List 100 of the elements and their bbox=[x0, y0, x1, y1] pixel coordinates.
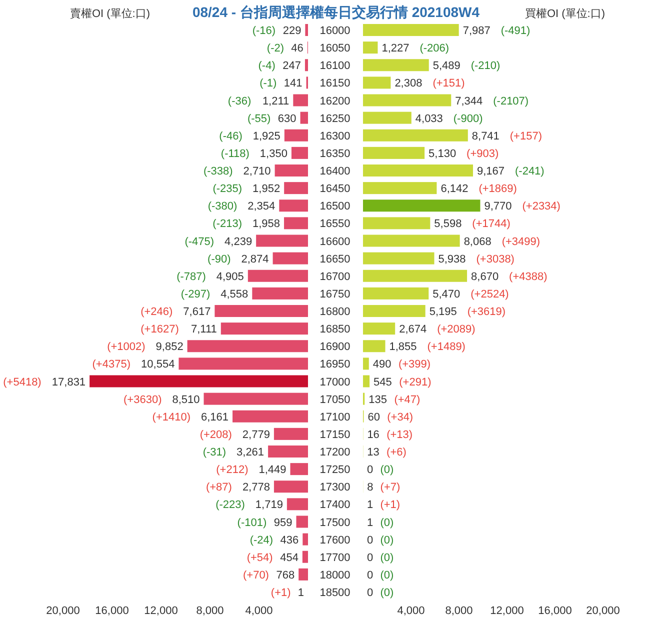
bar bbox=[284, 129, 308, 142]
bar bbox=[252, 287, 308, 300]
data-label: 8 bbox=[367, 482, 374, 494]
x-tick-label: 4,000 bbox=[397, 605, 425, 617]
annotation: (+157) bbox=[510, 130, 542, 142]
x-tick-label: 20,000 bbox=[46, 605, 80, 617]
bar bbox=[363, 182, 437, 194]
data-label: 0 bbox=[367, 569, 374, 582]
data-label: 4,558 bbox=[220, 288, 248, 300]
x-tick-label: 16,000 bbox=[538, 605, 572, 617]
annotation: (+903) bbox=[466, 148, 499, 160]
bar bbox=[363, 164, 474, 176]
bar bbox=[363, 358, 369, 370]
y-tick-label: 16400 bbox=[320, 166, 350, 178]
y-tick-label: 17000 bbox=[320, 376, 350, 388]
data-label: 46 bbox=[291, 42, 304, 55]
bar bbox=[363, 340, 386, 352]
data-label: 3,261 bbox=[236, 446, 264, 458]
data-label: 630 bbox=[278, 112, 296, 125]
y-tick-label: 16750 bbox=[320, 288, 350, 300]
annotation: (-213) bbox=[212, 218, 242, 230]
bar bbox=[284, 217, 308, 230]
chart-subtitle: 賣權OI (單位:口) bbox=[70, 7, 150, 20]
y-tick-label: 16550 bbox=[320, 218, 350, 230]
annotation: (+6) bbox=[386, 446, 406, 458]
data-label: 1,952 bbox=[252, 183, 280, 196]
annotation: (+1410) bbox=[152, 411, 191, 424]
annotation: (-210) bbox=[470, 60, 500, 72]
data-label: 247 bbox=[282, 60, 301, 72]
data-label: 2,874 bbox=[241, 253, 269, 266]
annotation: (-787) bbox=[176, 270, 206, 283]
y-tick-label: 16150 bbox=[320, 78, 350, 90]
x-tick-label: 16,000 bbox=[95, 605, 129, 617]
data-label: 1,449 bbox=[258, 464, 286, 476]
annotation: (-380) bbox=[208, 200, 238, 213]
annotation: (+1627) bbox=[140, 324, 179, 336]
bar bbox=[363, 129, 468, 142]
annotation: (-900) bbox=[453, 112, 483, 125]
data-label: 7,617 bbox=[183, 306, 211, 318]
data-label: 10,554 bbox=[141, 358, 175, 371]
annotation: (-16) bbox=[252, 25, 276, 37]
bar bbox=[248, 270, 308, 282]
bar bbox=[296, 516, 308, 528]
bar bbox=[220, 322, 308, 335]
bar bbox=[274, 428, 308, 440]
annotation: (-241) bbox=[515, 166, 544, 178]
y-tick-label: 16300 bbox=[320, 130, 350, 142]
bar bbox=[363, 234, 460, 247]
y-tick-label: 16500 bbox=[320, 200, 350, 213]
annotation: (+1002) bbox=[107, 341, 146, 354]
data-label: 5,489 bbox=[432, 60, 460, 72]
bar bbox=[284, 182, 308, 194]
data-label: 545 bbox=[374, 376, 392, 388]
annotation: (+2334) bbox=[522, 200, 560, 213]
annotation: (+4375) bbox=[92, 358, 131, 371]
data-label: 1,855 bbox=[389, 341, 417, 354]
bar bbox=[302, 550, 308, 563]
bar bbox=[363, 42, 378, 54]
y-tick-label: 17100 bbox=[320, 411, 350, 424]
data-label: 1,211 bbox=[262, 95, 290, 108]
data-label: 2,354 bbox=[248, 200, 276, 213]
data-label: 9,770 bbox=[484, 200, 512, 213]
bar bbox=[256, 234, 308, 247]
x-tick-label: 12,000 bbox=[144, 605, 178, 617]
y-tick-label: 16950 bbox=[320, 358, 350, 371]
annotation: (-475) bbox=[184, 236, 214, 248]
data-label: 9,852 bbox=[156, 341, 184, 354]
bar bbox=[204, 392, 308, 405]
y-tick-label: 16600 bbox=[320, 236, 350, 248]
bar bbox=[363, 94, 452, 106]
bar bbox=[293, 94, 308, 106]
y-tick-label: 16200 bbox=[320, 95, 350, 108]
data-label: 0 bbox=[367, 587, 374, 599]
annotation: (-118) bbox=[220, 148, 250, 160]
annotation: (+7) bbox=[380, 482, 400, 494]
annotation: (+208) bbox=[200, 428, 232, 441]
annotation: (-2107) bbox=[493, 95, 529, 108]
data-label: 1 bbox=[298, 587, 304, 599]
bar bbox=[298, 568, 308, 580]
data-label: 436 bbox=[280, 534, 299, 546]
bar bbox=[363, 112, 412, 124]
text: (+5418) bbox=[3, 376, 42, 388]
data-label: 1,719 bbox=[255, 499, 283, 512]
y-tick-label: 17600 bbox=[320, 534, 350, 546]
annotation: (-2) bbox=[266, 42, 284, 55]
data-label: 1 bbox=[367, 516, 374, 529]
data-label: 6,161 bbox=[200, 411, 229, 424]
bar bbox=[363, 322, 396, 335]
x-tick-label: 20,000 bbox=[586, 605, 620, 617]
data-label: 60 bbox=[368, 411, 380, 424]
annotation: (+34) bbox=[387, 411, 414, 424]
data-label: 5,598 bbox=[434, 218, 462, 230]
bar bbox=[178, 358, 308, 370]
annotation: (+1869) bbox=[478, 183, 517, 196]
y-tick-label: 16650 bbox=[320, 253, 350, 266]
data-label: 5,195 bbox=[429, 306, 457, 318]
bar bbox=[304, 59, 308, 72]
annotation: (-24) bbox=[250, 534, 274, 546]
data-label: 7,344 bbox=[455, 95, 483, 108]
bar bbox=[363, 252, 434, 264]
